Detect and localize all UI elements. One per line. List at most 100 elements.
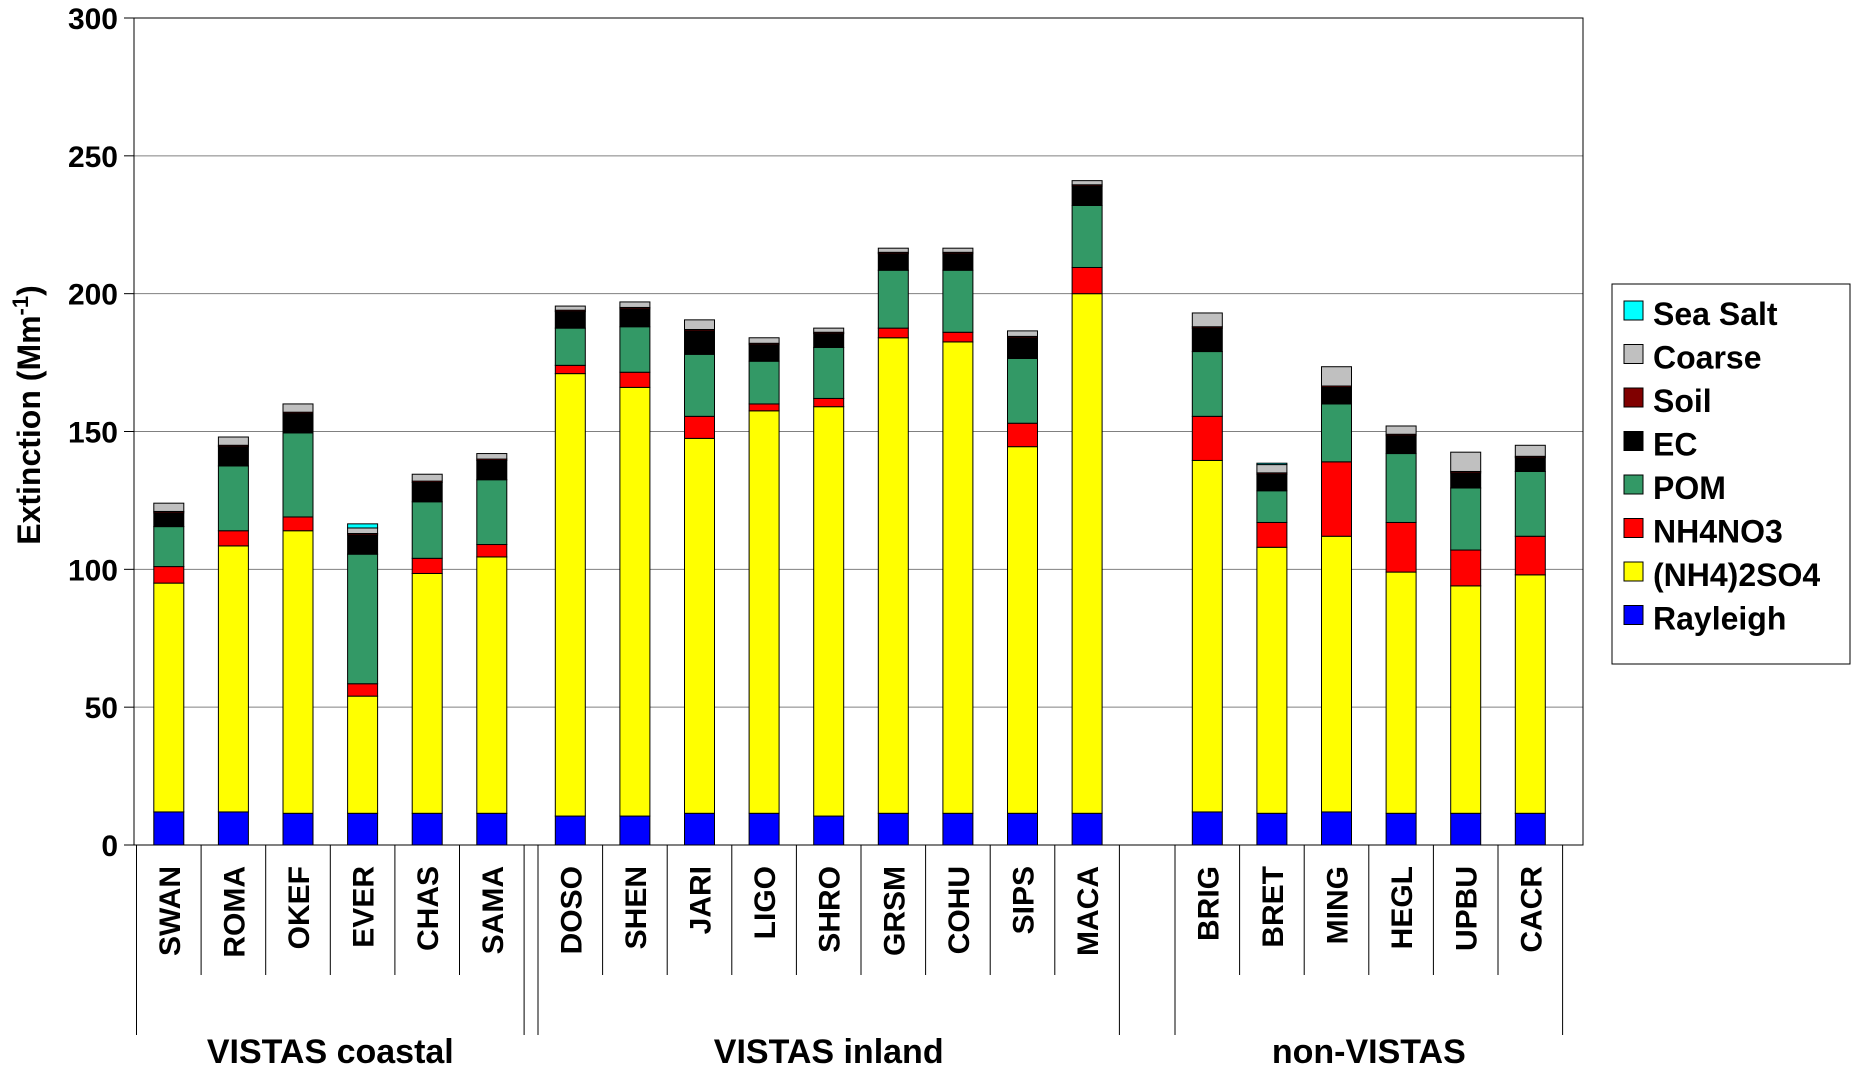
bar-segment-nh4no3	[1256, 521, 1288, 548]
bar-segment--nh4-2so4	[1514, 574, 1546, 814]
bar-segment-coarse	[153, 502, 185, 512]
bar-segment-ec	[476, 459, 508, 481]
x-category-label: OKEF	[283, 866, 316, 949]
y-axis-label-suffix: )	[11, 285, 47, 296]
bar-segment-coarse	[877, 247, 909, 253]
x-category-label: LIGO	[749, 866, 782, 939]
bar-segment-nh4no3	[877, 327, 909, 339]
bar-segment-nh4no3	[619, 371, 651, 388]
bar-segment-pom	[877, 269, 909, 329]
bar-segment-rayleigh	[684, 812, 715, 846]
y-tick-label: 250	[68, 141, 118, 174]
legend-swatch	[1623, 300, 1644, 321]
bar-segment--nh4-2so4	[619, 386, 651, 817]
bar-segment--nh4-2so4	[1256, 546, 1288, 814]
bar-segment-pom	[1385, 453, 1417, 523]
bar-segment--nh4-2so4	[684, 437, 715, 814]
bar-segment-pom	[153, 526, 185, 568]
bar-segment-rayleigh	[813, 815, 845, 846]
bar-segment-ec	[217, 446, 249, 467]
bar-segment-pom	[1514, 470, 1546, 537]
bar-segment-rayleigh	[217, 811, 249, 846]
y-tick-label: 300	[68, 3, 118, 36]
bar-stacks	[153, 180, 1546, 846]
legend-entry-label: Coarse	[1653, 340, 1762, 376]
bar-segment-rayleigh	[1191, 811, 1223, 846]
y-axis-label-main: Extinction (Mm	[11, 315, 47, 544]
bar-segment-pom	[1007, 357, 1038, 424]
bar-segment-ec	[1071, 185, 1103, 206]
y-axis-label: Extinction (Mm-1)	[8, 285, 47, 545]
legend-entry-label: POM	[1653, 470, 1726, 506]
bar-segment--nh4-2so4	[1007, 446, 1038, 814]
bar-segment-ec	[1450, 472, 1482, 489]
legend-entry-label: EC	[1653, 427, 1697, 463]
bar-segment-coarse	[1450, 451, 1482, 472]
bar-segment-nh4no3	[476, 544, 508, 558]
bar-segment-coarse	[217, 436, 249, 446]
bar-segment-coarse	[619, 301, 651, 308]
bar-segment-rayleigh	[877, 812, 909, 846]
y-tick-label: 50	[85, 692, 118, 725]
bar-segment-nh4no3	[942, 331, 974, 343]
bar-segment--nh4-2so4	[347, 695, 379, 814]
bar-segment-ec	[877, 253, 909, 271]
bar-segment-pom	[347, 553, 379, 685]
bar-segment-ec	[1321, 386, 1352, 405]
bar-segment-ec	[1256, 473, 1288, 492]
bar-segment-ec	[942, 253, 974, 271]
bar-segment-rayleigh	[748, 812, 780, 846]
bar-segment-pom	[1256, 490, 1288, 523]
bar-segment-pom	[684, 353, 715, 417]
x-category-label: EVER	[348, 866, 381, 948]
bar-segment-rayleigh	[1321, 811, 1352, 846]
y-tick-label: 100	[68, 554, 118, 587]
bar-segment--nh4-2so4	[1450, 585, 1482, 814]
bar-segment-ec	[1514, 457, 1546, 472]
bar-segment-pom	[813, 346, 845, 399]
bar-segment-nh4no3	[411, 557, 443, 574]
x-group-label: VISTAS inland	[714, 1033, 944, 1070]
bar-segment-pom	[619, 326, 651, 373]
bar-segment-coarse	[476, 453, 508, 460]
bar-segment-ec	[411, 481, 443, 503]
bar-segment-pom	[1321, 403, 1352, 463]
bar-segment-coarse	[411, 473, 443, 482]
bar-segment-rayleigh	[153, 811, 185, 846]
bar-segment--nh4-2so4	[877, 337, 909, 814]
bar-segment-rayleigh	[619, 815, 651, 846]
x-category-label: GRSM	[878, 866, 911, 956]
bar-segment--nh4-2so4	[813, 406, 845, 817]
bar-segment--nh4-2so4	[1385, 571, 1417, 814]
legend: Sea Salt Coarse Soil EC POM NH4NO3 (NH4)2SO4 Ra…	[1611, 283, 1851, 665]
bar-segment-coarse	[1385, 425, 1417, 435]
bar-segment-ec	[619, 308, 651, 328]
y-tick-label: 200	[68, 279, 118, 312]
bar-segment-rayleigh	[1514, 812, 1546, 846]
bar-segment-pom	[748, 360, 780, 405]
bar-segment-nh4no3	[217, 530, 249, 547]
bar-segment-rayleigh	[1385, 812, 1417, 846]
bar-segment--nh4-2so4	[1321, 535, 1352, 813]
bar-segment-sea-salt	[1256, 462, 1288, 466]
x-category-label: SAMA	[477, 866, 510, 954]
bar-segment-ec	[748, 344, 780, 362]
legend-entry-label: Rayleigh	[1653, 601, 1786, 637]
legend-swatch	[1623, 605, 1644, 625]
bar-segment-coarse	[748, 337, 780, 344]
legend-swatch	[1623, 344, 1644, 364]
bar-segment-nh4no3	[684, 415, 715, 439]
x-group-label: non-VISTAS	[1272, 1033, 1466, 1070]
bar-segment-ec	[153, 512, 185, 528]
bar-segment-coarse	[1514, 444, 1546, 457]
bar-segment-ec	[1191, 327, 1223, 353]
y-axis-label-superscript: -1	[8, 296, 33, 316]
x-category-label: UPBU	[1451, 866, 1484, 951]
bar-segment-rayleigh	[411, 812, 443, 846]
x-category-label: SHEN	[620, 866, 653, 949]
bar-segment-coarse	[554, 305, 586, 311]
bar-segment--nh4-2so4	[1071, 293, 1103, 814]
bar-segment-coarse	[684, 319, 715, 331]
bar-segment--nh4-2so4	[476, 556, 508, 814]
